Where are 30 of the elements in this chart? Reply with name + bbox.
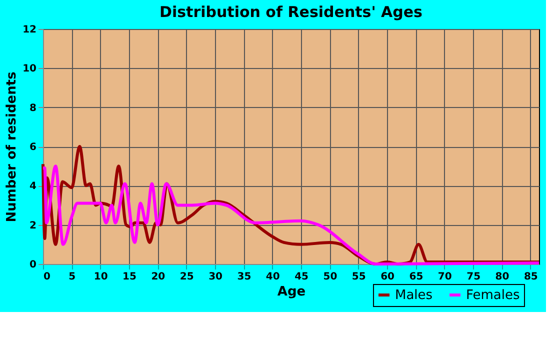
- y-tick-label: 6: [30, 142, 37, 153]
- x-tick-label: 65: [409, 272, 424, 282]
- x-tick-label: 20: [151, 272, 166, 282]
- x-tick-label: 55: [352, 272, 366, 282]
- legend-label: Females: [466, 288, 520, 303]
- x-tick-label: 85: [524, 272, 538, 282]
- x-tick-label: 30: [208, 272, 223, 282]
- x-tick-label: 70: [438, 272, 452, 282]
- x-tick-label: 80: [495, 272, 510, 282]
- y-tick-label: 8: [30, 102, 37, 114]
- y-axis-title: Number of residents: [4, 71, 20, 222]
- y-tick-label: 2: [30, 220, 37, 232]
- legend-label: Males: [395, 288, 433, 303]
- x-tick-label: 45: [294, 272, 309, 282]
- x-tick-label: 60: [380, 272, 395, 282]
- x-tick-label: 35: [237, 272, 252, 282]
- y-tick-label: 10: [22, 64, 37, 75]
- y-tick-label: 4: [30, 181, 37, 192]
- x-tick-label: 15: [122, 272, 137, 282]
- x-tick-label: 40: [266, 272, 280, 282]
- y-tick-label: 0: [30, 260, 37, 270]
- x-tick-label: 25: [180, 272, 194, 282]
- x-tick-label: 0: [44, 272, 50, 282]
- x-tick-label: 50: [323, 272, 338, 282]
- x-axis-title: Age: [277, 284, 306, 300]
- x-tick-label: 75: [466, 272, 481, 282]
- x-tick-label: 5: [68, 272, 76, 282]
- x-tick-label: 10: [94, 272, 108, 282]
- chart-title: Distribution of Residents' Ages: [160, 3, 423, 21]
- y-tick-label: 12: [22, 24, 37, 36]
